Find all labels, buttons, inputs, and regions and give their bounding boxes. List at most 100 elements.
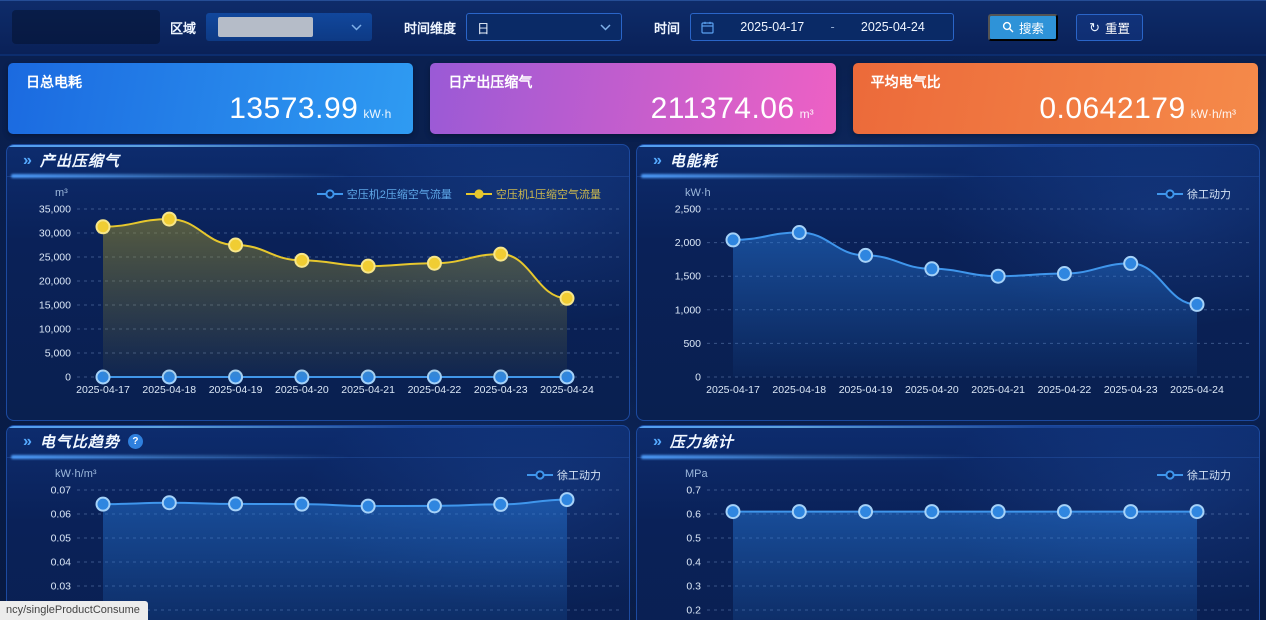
legend-item[interactable]: 空压机2压缩空气流量 — [316, 186, 452, 202]
grid: 35,000 30,000 25,000 20,000 15,000 10,000 5,00… — [39, 204, 621, 384]
y-axis-unit: m³ — [55, 187, 68, 199]
svg-text:0.05: 0.05 — [51, 533, 72, 545]
kpi-card-daily-power: 日总电耗 13573.99 kW·h — [8, 63, 414, 134]
svg-text:0.07: 0.07 — [51, 485, 72, 497]
legend-marker-icon — [527, 470, 553, 480]
svg-text:2025-04-19: 2025-04-19 — [209, 384, 263, 396]
search-icon — [1002, 21, 1014, 33]
svg-text:2025-04-17: 2025-04-17 — [706, 384, 760, 396]
svg-text:500: 500 — [683, 338, 701, 350]
legend-label: 空压机2压缩空气流量 — [346, 189, 452, 201]
time-dimension-value: 日 — [477, 21, 490, 36]
search-button-label: 搜索 — [1019, 21, 1045, 36]
svg-text:0.04: 0.04 — [51, 557, 72, 569]
x-axis-labels: 2025-04-17 2025-04-18 2025-04-19 2025-04-20… — [76, 384, 594, 396]
legend-item[interactable]: 空压机1压缩空气流量 — [465, 186, 601, 202]
kpi-value: 13573.99 — [229, 92, 359, 125]
panel-power-consumption: » 电能耗 kW·h 徐工动力 2,500 2,000 1,500 1,000 500 0… — [636, 144, 1260, 421]
svg-text:2025-04-21: 2025-04-21 — [341, 384, 395, 396]
svg-text:2025-04-22: 2025-04-22 — [1038, 384, 1092, 396]
svg-text:20,000: 20,000 — [39, 276, 71, 288]
svg-text:2025-04-20: 2025-04-20 — [905, 384, 959, 396]
kpi-title: 平均电气比 — [870, 74, 941, 90]
series-points[interactable] — [95, 492, 575, 514]
series-line — [102, 498, 568, 508]
legend-label: 徐工动力 — [1187, 189, 1231, 201]
region-label: 区域 — [170, 20, 197, 36]
series-points[interactable] — [725, 504, 1205, 520]
kpi-card-avg-ratio: 平均电气比 0.0642179 kW·h/m³ — [852, 63, 1258, 134]
date-start-value[interactable]: 2025-04-17 — [740, 20, 805, 34]
svg-text:30,000: 30,000 — [39, 228, 71, 240]
svg-text:2,000: 2,000 — [675, 237, 701, 249]
svg-text:2025-04-19: 2025-04-19 — [839, 384, 893, 396]
series-area — [733, 232, 1197, 377]
calendar-icon — [701, 21, 714, 34]
header-streak — [11, 174, 397, 178]
x-axis-labels: 2025-04-17 2025-04-18 2025-04-19 2025-04-20… — [706, 384, 1224, 396]
y-axis-unit: kW·h/m³ — [55, 468, 97, 480]
filter-bar: 区域 时间维度 日 时间 2025-04-17 - 2025-04-24 搜索 … — [0, 0, 1266, 56]
charts-grid: » 产出压缩气 m³ 空压机2压缩空气流量 空压机1压缩空气流量 35,000 30… — [6, 144, 1260, 620]
kpi-unit: m³ — [799, 107, 814, 121]
chart-legend: 徐工动力 — [527, 467, 601, 483]
redacted-logo — [12, 10, 160, 44]
time-label: 时间 — [654, 20, 681, 36]
redacted-region-value — [218, 17, 314, 37]
legend-label: 徐工动力 — [1187, 470, 1231, 482]
svg-text:2025-04-21: 2025-04-21 — [971, 384, 1025, 396]
chevron-down-icon — [600, 23, 611, 31]
grid: 0.70.60.50.40.30.20.1-0.0 — [686, 485, 1251, 617]
legend-label: 徐工动力 — [557, 470, 601, 482]
help-icon[interactable]: ? — [127, 434, 143, 449]
reset-button[interactable]: ↻ 重置 — [1076, 13, 1143, 41]
series-points[interactable] — [95, 211, 575, 306]
chart-legend: 空压机2压缩空气流量 空压机1压缩空气流量 — [316, 186, 601, 202]
date-range-picker[interactable]: 2025-04-17 - 2025-04-24 — [690, 13, 955, 41]
svg-text:2025-04-22: 2025-04-22 — [408, 384, 462, 396]
legend-marker-icon — [316, 189, 343, 199]
double-chevron-icon: » — [23, 151, 32, 169]
date-range-separator: - — [830, 20, 835, 34]
kpi-card-daily-gas: 日产出压缩气 211374.06 m³ — [430, 63, 836, 134]
chart-legend: 徐工动力 — [1157, 467, 1231, 483]
svg-text:0.5: 0.5 — [686, 533, 701, 545]
svg-text:2025-04-24: 2025-04-24 — [540, 384, 594, 396]
date-end-value[interactable]: 2025-04-24 — [860, 20, 925, 34]
legend-item[interactable]: 徐工动力 — [1157, 186, 1231, 202]
grid: 2,500 2,000 1,500 1,000 500 0 — [675, 204, 1251, 384]
legend-marker-icon — [1157, 189, 1183, 199]
line-chart-produced-gas: 35,000 30,000 25,000 20,000 15,000 10,000 5,00… — [39, 204, 621, 396]
kpi-value: 211374.06 — [650, 92, 795, 125]
legend-marker-icon — [465, 189, 492, 199]
svg-text:0.2: 0.2 — [686, 605, 701, 617]
legend-item[interactable]: 徐工动力 — [1157, 467, 1231, 483]
status-url-tooltip: ncy/singleProductConsume — [0, 601, 148, 620]
panel-title: 产出压缩气 — [39, 153, 120, 170]
search-button[interactable]: 搜索 — [988, 13, 1059, 41]
svg-text:15,000: 15,000 — [39, 300, 71, 312]
time-dimension-select[interactable]: 日 — [466, 13, 623, 41]
line-chart-pressure: 0.70.60.50.40.30.20.1-0.02025-04-172025-… — [686, 485, 1251, 620]
double-chevron-icon: » — [653, 151, 662, 169]
panel-produced-compressed-gas: » 产出压缩气 m³ 空压机2压缩空气流量 空压机1压缩空气流量 35,000 30… — [6, 144, 630, 421]
header-streak — [641, 174, 1027, 178]
legend-item[interactable]: 徐工动力 — [527, 467, 601, 483]
kpi-unit: kW·h — [363, 107, 392, 121]
panel-title: 电能耗 — [669, 153, 718, 170]
svg-text:1,500: 1,500 — [675, 271, 701, 283]
series-points[interactable] — [725, 225, 1205, 312]
svg-text:0.06: 0.06 — [51, 509, 72, 521]
svg-text:2,500: 2,500 — [675, 204, 701, 216]
svg-text:0: 0 — [695, 372, 701, 384]
kpi-unit: kW·h/m³ — [1190, 107, 1236, 121]
region-select[interactable] — [206, 13, 373, 41]
svg-text:0: 0 — [65, 372, 71, 384]
panel-title: 电气比趋势 — [39, 434, 120, 451]
time-dimension-label: 时间维度 — [404, 20, 457, 36]
panel-title: 压力统计 — [669, 434, 734, 451]
svg-text:2025-04-23: 2025-04-23 — [1104, 384, 1158, 396]
svg-text:25,000: 25,000 — [39, 252, 71, 264]
svg-text:0.6: 0.6 — [686, 509, 701, 521]
